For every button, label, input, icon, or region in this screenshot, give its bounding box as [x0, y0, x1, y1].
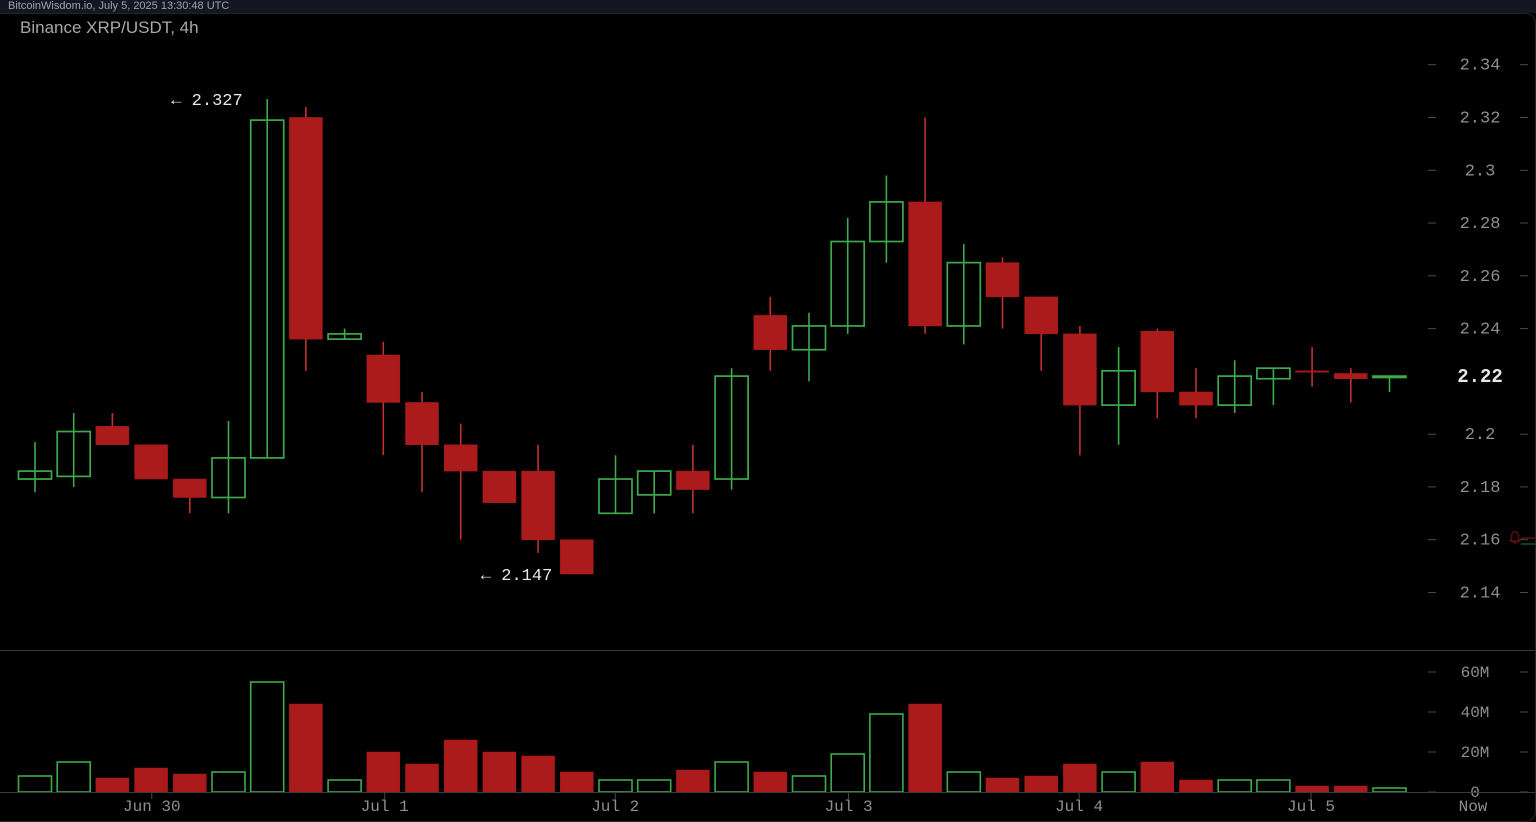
svg-text:Jun 30: Jun 30 [123, 798, 181, 816]
svg-text:Now: Now [1459, 798, 1488, 816]
svg-text:Jul 1: Jul 1 [361, 798, 409, 816]
svg-text:Jul 3: Jul 3 [825, 798, 873, 816]
svg-text:Jul 2: Jul 2 [591, 798, 639, 816]
svg-text:Jul 5: Jul 5 [1287, 798, 1335, 816]
svg-text:Jul 4: Jul 4 [1055, 798, 1103, 816]
